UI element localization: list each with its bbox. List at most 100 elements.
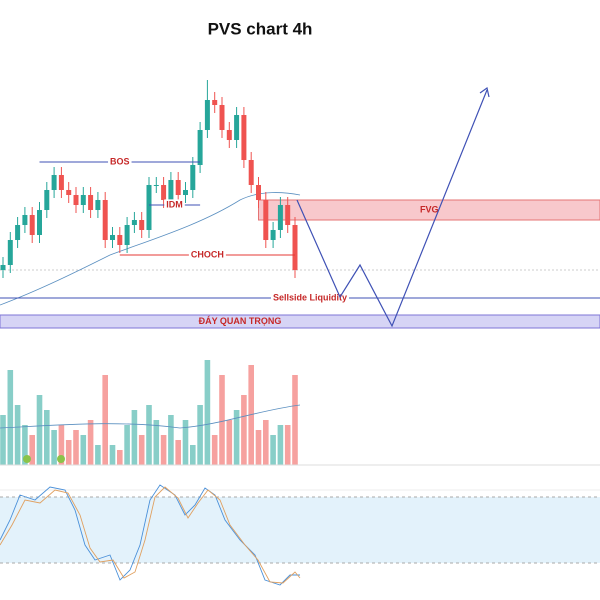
candle-body bbox=[88, 195, 94, 210]
volume-bar bbox=[292, 375, 298, 465]
level-label: Sellside Liquidity bbox=[273, 292, 347, 302]
volume-bar bbox=[255, 430, 262, 465]
volume-bar bbox=[138, 435, 145, 465]
level-label: BOS bbox=[110, 156, 130, 166]
candle-body bbox=[226, 130, 232, 140]
volume-bar bbox=[270, 435, 276, 465]
candle-body bbox=[153, 185, 159, 186]
volume-bar bbox=[190, 445, 196, 465]
candle-body bbox=[146, 185, 152, 230]
level-label: IDM bbox=[166, 199, 183, 209]
volume-bar bbox=[95, 445, 101, 465]
candle-body bbox=[241, 115, 247, 160]
candle-body bbox=[256, 185, 261, 200]
volume-bar bbox=[124, 425, 130, 465]
candle-body bbox=[7, 240, 13, 265]
volume-bar bbox=[219, 375, 225, 465]
volume-bar bbox=[146, 405, 152, 465]
candle-body bbox=[110, 235, 115, 240]
volume-bar bbox=[197, 405, 203, 465]
chart-title: PVS chart 4h bbox=[208, 19, 313, 38]
candle-body bbox=[270, 230, 276, 240]
zone bbox=[0, 314, 600, 329]
volume-bar bbox=[14, 405, 21, 465]
candle-body bbox=[15, 225, 21, 240]
candle-body bbox=[219, 105, 225, 130]
volume-bar bbox=[51, 430, 57, 465]
volume-bar bbox=[65, 440, 72, 465]
event-icon bbox=[23, 455, 31, 463]
volume-bar bbox=[131, 410, 138, 465]
candle-body bbox=[58, 175, 64, 190]
candle-body bbox=[95, 200, 101, 210]
volume-bar bbox=[109, 445, 116, 465]
zone bbox=[258, 199, 600, 221]
volume-bar bbox=[0, 415, 6, 465]
volume-bar bbox=[277, 425, 284, 465]
candle-body bbox=[51, 175, 57, 190]
candle-body bbox=[131, 220, 137, 225]
candle-body bbox=[80, 195, 86, 205]
volume-bar bbox=[36, 395, 43, 465]
candle-body bbox=[175, 180, 181, 195]
candle-body bbox=[183, 190, 188, 195]
candle-body bbox=[285, 205, 291, 225]
volume-bar bbox=[226, 420, 233, 465]
zone-label: FVG bbox=[420, 204, 439, 214]
volume-bar bbox=[73, 430, 79, 465]
volume-bar bbox=[263, 420, 269, 465]
candle-body bbox=[263, 200, 269, 240]
stoch-d bbox=[0, 486, 301, 584]
volume-bar bbox=[168, 415, 174, 465]
candle-body bbox=[168, 180, 174, 200]
candle-body bbox=[248, 160, 254, 185]
projection-arrow bbox=[479, 86, 490, 98]
volume-bar bbox=[233, 410, 240, 465]
volume-bar bbox=[153, 420, 160, 465]
candle-body bbox=[234, 115, 240, 140]
label-background bbox=[270, 292, 350, 303]
label-background bbox=[164, 199, 185, 210]
volume-bar bbox=[284, 425, 291, 465]
candle-body bbox=[124, 225, 130, 245]
volume-bar bbox=[211, 435, 218, 465]
volume-bar bbox=[160, 435, 167, 465]
volume-bar bbox=[241, 395, 247, 465]
volume-bar bbox=[44, 410, 50, 465]
candle-body bbox=[161, 185, 167, 200]
stoch-band bbox=[0, 497, 600, 563]
candle-body bbox=[212, 100, 218, 105]
volume-bar bbox=[7, 370, 14, 465]
candle-body bbox=[190, 165, 196, 190]
candle-body bbox=[204, 100, 210, 130]
label-background bbox=[108, 156, 132, 167]
candle-body bbox=[66, 190, 72, 195]
candle-body bbox=[197, 130, 203, 165]
candle-body bbox=[44, 190, 50, 210]
zone-label: ĐÁY QUAN TRỌNG bbox=[199, 316, 282, 326]
volume-bar bbox=[87, 420, 94, 465]
candle-body bbox=[139, 220, 145, 230]
event-icon bbox=[57, 455, 65, 463]
volume-bar bbox=[80, 435, 87, 465]
level-label: CHOCH bbox=[191, 249, 224, 259]
volume-bar bbox=[58, 425, 65, 465]
candle-body bbox=[29, 215, 35, 235]
candle-body bbox=[22, 215, 28, 225]
volume-average bbox=[0, 404, 301, 429]
candle-body bbox=[73, 195, 79, 205]
candle-body bbox=[0, 265, 6, 270]
label-background bbox=[188, 249, 226, 260]
volume-bar bbox=[175, 440, 181, 465]
candle-body bbox=[292, 225, 298, 270]
candle-body bbox=[102, 200, 108, 240]
candle-body bbox=[37, 210, 42, 235]
volume-bar bbox=[22, 425, 28, 465]
stoch-k bbox=[0, 484, 300, 586]
candle-body bbox=[277, 205, 283, 230]
volume-bar bbox=[117, 450, 123, 465]
projection-path bbox=[296, 89, 488, 328]
volume-bar bbox=[29, 435, 35, 465]
volume-bar bbox=[102, 375, 108, 465]
